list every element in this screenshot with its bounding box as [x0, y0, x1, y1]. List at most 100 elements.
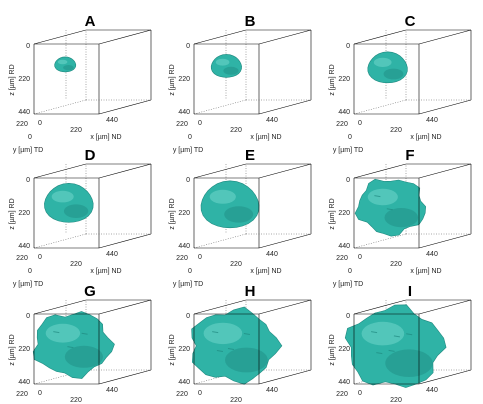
y-tick: 220	[336, 391, 348, 398]
box-edge	[258, 299, 312, 315]
z-axis-label: z [µm] RD	[9, 198, 16, 229]
y-tick: 220	[176, 121, 188, 128]
grain-shape	[367, 51, 408, 84]
grain-facet	[212, 331, 219, 334]
y-axis-label: y [µm] TD	[333, 147, 363, 154]
grain-highlight	[57, 59, 68, 65]
grain-shadow	[63, 204, 89, 218]
x-tick: 440	[106, 387, 118, 394]
x-tick: 220	[230, 127, 242, 134]
box-edge	[418, 299, 472, 315]
grain-shadow	[385, 349, 433, 377]
y-tick: 220	[16, 255, 28, 262]
z-tick: 440	[178, 109, 190, 116]
x-tick: 220	[230, 397, 242, 404]
grain-shadow	[223, 66, 239, 75]
x-tick: 220	[390, 261, 402, 268]
z-tick: 220	[338, 76, 350, 83]
box-edge	[193, 29, 247, 45]
box-edge	[418, 163, 472, 179]
panel-letter: F	[405, 147, 414, 164]
grain-facet	[53, 331, 60, 334]
panel-letter: E	[245, 147, 255, 164]
x-tick: 0	[198, 390, 202, 397]
x-axis-label: x [µm] ND	[250, 134, 281, 141]
x-tick: 220	[70, 397, 82, 404]
x-tick: 440	[426, 117, 438, 124]
x-tick: 220	[70, 127, 82, 134]
grain-highlight	[45, 323, 81, 343]
z-tick: 440	[18, 379, 30, 386]
box-edge	[418, 29, 472, 45]
y-tick: 220	[336, 121, 348, 128]
panel-letter: B	[245, 13, 256, 30]
box-edge	[418, 233, 472, 249]
grain-highlight	[373, 57, 392, 67]
x-tick: 220	[230, 261, 242, 268]
box-hidden-edge	[33, 99, 87, 115]
box-hidden-edge	[353, 233, 407, 249]
box-edge	[33, 299, 87, 315]
y-tick: 220	[176, 255, 188, 262]
x-tick: 220	[390, 397, 402, 404]
box-edge	[98, 299, 152, 315]
grain-highlight	[361, 321, 405, 346]
z-tick: 440	[18, 243, 30, 250]
z-tick: 220	[178, 76, 190, 83]
grain-shadow	[383, 68, 404, 80]
x-tick: 0	[358, 120, 362, 127]
x-tick: 440	[426, 387, 438, 394]
grain-shadow	[224, 206, 254, 223]
grain-facet	[67, 346, 74, 349]
box-edge	[353, 29, 407, 45]
z-axis-label: z [µm] RD	[329, 334, 336, 365]
z-tick: 0	[186, 43, 190, 50]
box-edge	[258, 99, 312, 115]
z-tick: 220	[338, 346, 350, 353]
x-tick: 440	[426, 251, 438, 258]
panel-letter: I	[408, 283, 412, 300]
grain-body	[32, 311, 115, 379]
grain-shadow	[225, 347, 268, 373]
x-tick: 220	[390, 127, 402, 134]
grain-shape	[200, 180, 260, 229]
x-axis-label: x [µm] ND	[90, 268, 121, 275]
z-tick: 220	[178, 210, 190, 217]
grain-facet	[243, 333, 250, 335]
grain-highlight	[203, 322, 243, 345]
x-axis-label: x [µm] ND	[410, 268, 441, 275]
z-axis-label: z [µm] RD	[9, 64, 16, 95]
grain-body	[344, 304, 447, 388]
grain-facet	[406, 333, 413, 336]
panel-letter: D	[85, 147, 96, 164]
x-tick: 440	[266, 251, 278, 258]
x-tick: 440	[106, 251, 118, 258]
z-tick: 0	[26, 43, 30, 50]
z-axis-label: z [µm] RD	[169, 334, 176, 365]
z-tick: 440	[338, 243, 350, 250]
y-axis-label: y [µm] TD	[173, 281, 203, 288]
box-edge	[193, 299, 247, 315]
z-tick: 0	[26, 313, 30, 320]
x-tick: 440	[106, 117, 118, 124]
z-axis-label: z [µm] RD	[169, 198, 176, 229]
panel-letter: H	[245, 283, 256, 300]
box-edge	[98, 233, 152, 249]
box-edge	[98, 369, 152, 385]
grain-facet	[393, 335, 400, 338]
grain-body	[191, 306, 283, 385]
z-tick: 220	[18, 346, 30, 353]
grain-facet	[386, 208, 393, 211]
box-hidden-edge	[193, 233, 247, 249]
y-tick: 0	[348, 134, 352, 141]
y-tick: 220	[16, 391, 28, 398]
x-axis-label: x [µm] ND	[90, 134, 121, 141]
grain-facet	[81, 332, 88, 335]
box-hidden-edge	[33, 233, 87, 249]
